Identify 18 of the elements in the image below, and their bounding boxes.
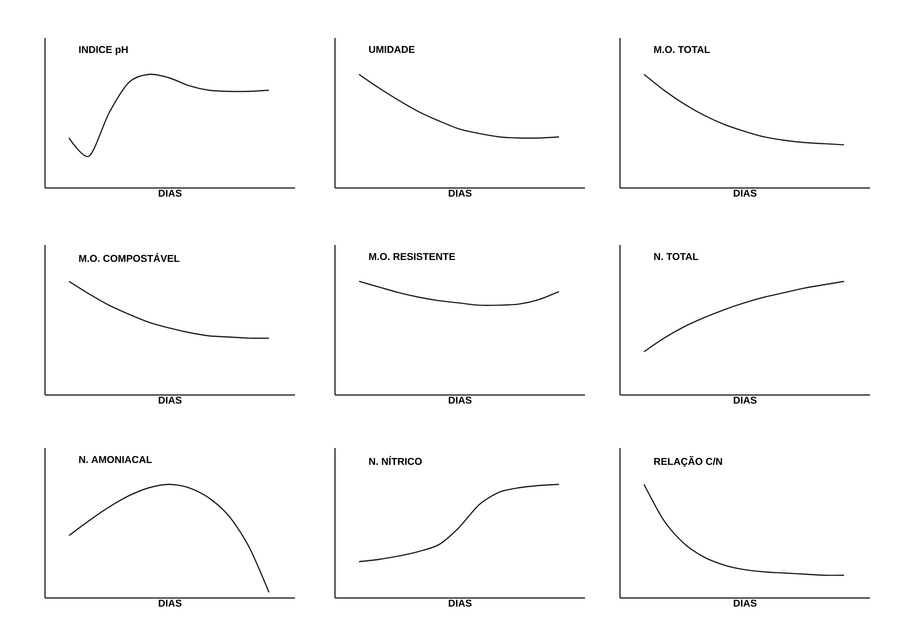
- x-axis-title: DIAS: [734, 190, 757, 197]
- x-axis-title: DIAS: [448, 190, 472, 197]
- x-axis-title: DIAS: [448, 600, 472, 607]
- x-axis-title: DIAS: [734, 600, 757, 607]
- x-axis-title: DIAS: [158, 190, 182, 197]
- chart-title: M.O. COMPOSTÁVEL: [79, 253, 180, 262]
- chart-title: UMIDADE: [369, 46, 415, 53]
- chart-title: INDICE pH: [79, 46, 128, 56]
- chart-title: RELAÇÃO C/N: [654, 456, 722, 467]
- chart-title: M.O. TOTAL: [654, 46, 710, 54]
- chart-title: N. NÍTRICO: [369, 456, 422, 465]
- x-axis-title: DIAS: [158, 396, 182, 404]
- chart-title: N. TOTAL: [654, 253, 698, 260]
- chart-title: M.O. RESISTENTE: [369, 253, 456, 260]
- x-axis-title: DIAS: [158, 600, 182, 607]
- x-axis-title: DIAS: [734, 396, 757, 404]
- x-axis-title: DIAS: [448, 396, 472, 404]
- chart-title: N. AMONIACAL: [79, 456, 152, 464]
